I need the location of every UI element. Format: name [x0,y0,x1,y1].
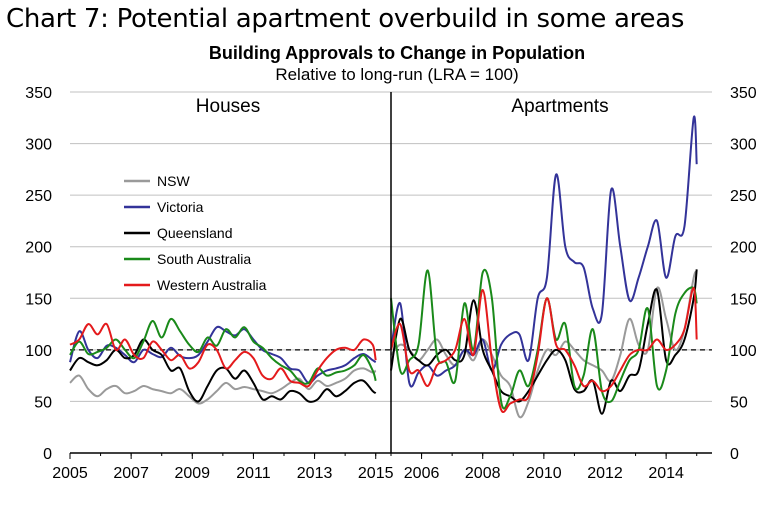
x-tick-label: 2015 [358,465,394,482]
series-line-apartments-nsw [390,270,698,419]
y-tick-label-right: 50 [730,394,748,411]
y-tick-label-left: 300 [25,137,52,154]
x-tick-label: 2005 [52,465,88,482]
series-line-houses-western-australia [69,322,377,388]
y-tick-label-right: 100 [730,343,757,360]
legend-label-south-australia: South Australia [157,251,251,267]
y-tick-label-left: 50 [34,394,52,411]
y-tick-label-left: 250 [25,188,52,205]
x-tick-label: 2013 [297,465,333,482]
chart-subtitle: Relative to long-run (LRA = 100) [275,65,518,84]
chart-heading: Chart 7: Potential apartment overbuild i… [6,4,685,34]
legend-label-western-australia: Western Australia [157,277,267,293]
series-line-apartments-western-australia [390,286,698,414]
x-tick-label: 2014 [648,465,684,482]
data-series [69,115,698,419]
y-tick-label-right: 300 [730,137,757,154]
x-axis-ticks: 2005 2007 2009 2011 2013 2015 2006 2008 2010 2012… [52,453,698,482]
y-tick-label-left: 350 [25,85,52,102]
series-line-apartments-victoria [390,115,698,388]
y-axis-left: 0 50 100 150 200 250 300 350 [25,85,52,463]
x-tick-label: 2009 [174,465,210,482]
panel-label-apartments: Apartments [511,96,608,117]
legend: NSW Victoria Queensland South Australia West… [124,173,267,293]
y-tick-label-right: 0 [730,446,739,463]
x-tick-label: 2006 [404,465,440,482]
x-tick-label: 2007 [113,465,149,482]
chart-title: Building Approvals to Change in Populati… [209,43,585,63]
panel-label-houses: Houses [196,96,260,117]
x-tick-label: 2010 [526,465,562,482]
y-tick-label-left: 100 [25,343,52,360]
plot-frame [70,92,712,454]
y-tick-label-right: 200 [730,240,757,257]
series-line-houses-nsw [69,367,377,405]
y-tick-label-left: 200 [25,240,52,257]
x-tick-label: 2012 [587,465,623,482]
y-tick-label-left: 150 [25,291,52,308]
y-tick-label-right: 150 [730,291,757,308]
legend-label-victoria: Victoria [157,199,204,215]
series-line-houses-victoria [69,325,377,384]
legend-label-queensland: Queensland [157,225,233,241]
legend-label-nsw: NSW [157,173,190,189]
y-tick-label-right: 250 [730,188,757,205]
y-axis-right: 0 50 100 150 200 250 300 350 [730,85,757,463]
panel-labels: Houses Apartments [196,96,609,117]
series-line-apartments-queensland [390,269,698,415]
y-tick-label-left: 0 [43,446,52,463]
x-tick-label: 2008 [465,465,501,482]
series-line-houses-south-australia [69,317,377,385]
x-tick-label: 2011 [236,465,271,482]
y-tick-label-right: 350 [730,85,757,102]
